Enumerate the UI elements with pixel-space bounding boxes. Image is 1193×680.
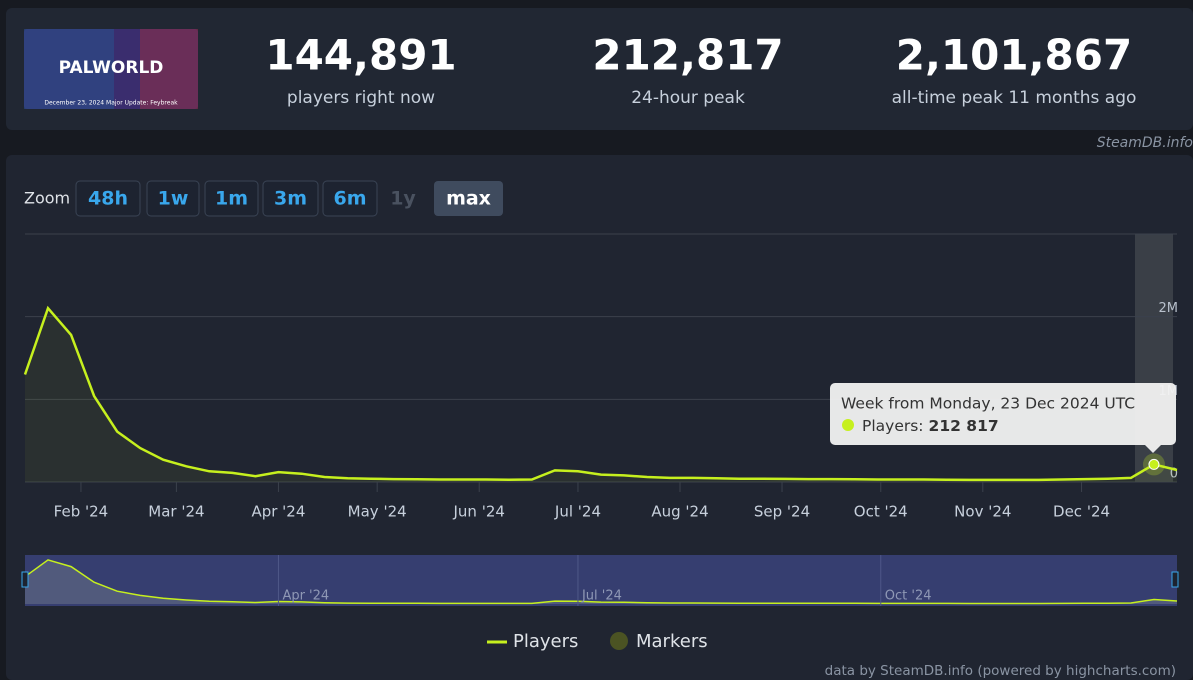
- navigator-area: [25, 559, 1177, 604]
- stat-label: all-time peak 11 months ago: [892, 88, 1137, 108]
- image-shade: [140, 29, 198, 109]
- zoom-button[interactable]: [75, 180, 141, 217]
- x-tick-label: Jul '24: [554, 503, 601, 521]
- x-tick-label: Oct '24: [854, 503, 908, 521]
- tooltip-title: Week from Monday, 23 Dec 2024 UTC: [841, 395, 1135, 413]
- x-tick-label: Feb '24: [54, 503, 109, 521]
- stat-label: 24-hour peak: [631, 88, 745, 108]
- stat-label: players right now: [287, 88, 435, 108]
- x-tick-label: Dec '24: [1053, 503, 1110, 521]
- zoom-button[interactable]: [434, 181, 503, 216]
- image-shade: [24, 29, 114, 109]
- navigator-tick-label: Oct '24: [885, 589, 932, 604]
- x-tick-label: Apr '24: [251, 503, 305, 521]
- zoom-button[interactable]: [262, 180, 319, 217]
- zoom-button-label[interactable]: 6m: [333, 188, 366, 210]
- tooltip-value: 212 817: [929, 417, 999, 435]
- legend-label[interactable]: Markers: [636, 631, 708, 652]
- hover-point: [1148, 458, 1160, 470]
- zoom-button-label: 1y: [390, 188, 416, 210]
- x-tick-label: Sep '24: [754, 503, 810, 521]
- navigator[interactable]: [25, 555, 1177, 606]
- navigator-handle[interactable]: [21, 571, 29, 588]
- legend-label[interactable]: Players: [513, 631, 578, 652]
- tooltip-label: Players: 212 817: [862, 417, 999, 435]
- zoom-button[interactable]: [146, 180, 200, 217]
- zoom-button-label[interactable]: 48h: [88, 188, 128, 210]
- x-tick-label: Jun '24: [453, 503, 505, 521]
- tooltip-box: [830, 383, 1176, 453]
- stat-value: 144,891: [265, 31, 456, 80]
- zoom-button-label[interactable]: 1w: [158, 188, 189, 210]
- y-tick-label: 2M: [1159, 301, 1179, 316]
- zoom-button[interactable]: [204, 180, 259, 217]
- navigator-tick-label: Apr '24: [282, 589, 329, 604]
- source[interactable]: SteamDB.info: [1097, 135, 1193, 151]
- x-tick-label: Aug '24: [651, 503, 708, 521]
- zoom-label: Zoom: [24, 189, 70, 208]
- x-tick-label: May '24: [348, 503, 407, 521]
- y-tick-label: 0: [1170, 467, 1178, 482]
- zoom-button-label[interactable]: 1m: [215, 188, 248, 210]
- chart-card: [6, 155, 1193, 680]
- x-tick-label: Mar '24: [148, 503, 204, 521]
- x-tick-label: Nov '24: [954, 503, 1011, 521]
- navigator-line: [24, 559, 1178, 605]
- zoom-buttons: 48h 1w 1m 3m 6m 1y max: [75, 180, 503, 217]
- area: [25, 308, 1177, 482]
- stats-card: [6, 8, 1193, 130]
- tooltip-swatch: [842, 419, 854, 431]
- credit[interactable]: data by SteamDB.info (powered by highcha…: [825, 663, 1176, 679]
- image-title: PALWORLD: [59, 58, 164, 78]
- zoom-button[interactable]: [322, 180, 378, 217]
- tooltip-series: Players:: [862, 417, 924, 435]
- stat-value: 2,101,867: [896, 31, 1132, 80]
- zoom-button-label[interactable]: max: [446, 188, 491, 210]
- series-line: [23, 305, 1178, 482]
- image-caption: December 23, 2024 Major Update: Feybreak: [44, 100, 178, 107]
- legend-marker[interactable]: [610, 632, 628, 650]
- stat-value: 212,817: [592, 31, 783, 80]
- navigator-handle[interactable]: [1171, 571, 1179, 588]
- zoom-button-label[interactable]: 3m: [274, 188, 307, 210]
- navigator-tick-label: Jul '24: [581, 589, 622, 604]
